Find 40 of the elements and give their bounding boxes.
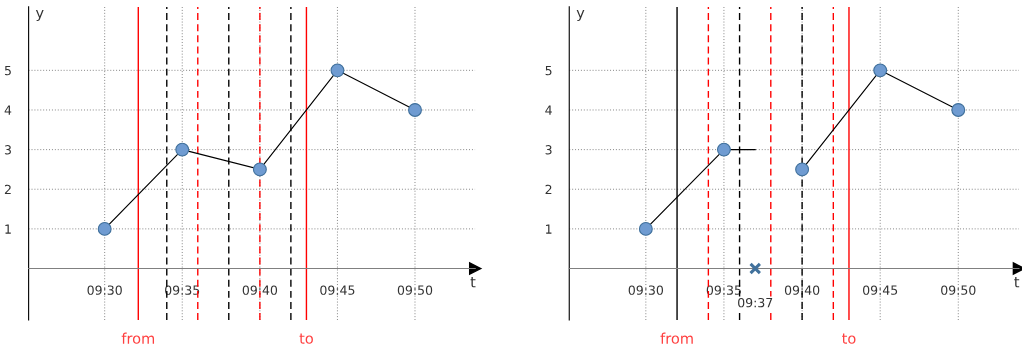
point <box>175 142 190 157</box>
point <box>638 221 653 236</box>
point <box>716 142 731 157</box>
x-tick-label: 09:45 <box>863 285 898 295</box>
y-axis-title: y <box>576 10 585 22</box>
ref-line-label: to <box>842 333 856 344</box>
point <box>97 221 112 236</box>
x-tick-label: 09:40 <box>784 285 820 295</box>
ref-line-label: from <box>121 332 155 344</box>
y-tick-label: 1 <box>5 224 11 234</box>
point <box>873 63 888 78</box>
x-tick-label: 09:50 <box>397 285 433 295</box>
x-tick-label: 09:35 <box>165 285 200 295</box>
point <box>795 162 810 177</box>
ref-line-label: to <box>299 333 313 344</box>
x-tick-label: 09:30 <box>628 285 664 295</box>
y-tick-label: 5 <box>4 65 11 76</box>
y-tick-label: 4 <box>545 105 552 115</box>
y-tick-label: 3 <box>545 145 552 155</box>
x-tick-label: 09:50 <box>941 285 976 295</box>
ref-line-label: from <box>660 332 693 344</box>
x-tick-label: 09:40 <box>242 285 278 295</box>
annotation: 09:37 <box>738 297 773 308</box>
x-axis-title: t <box>470 277 476 288</box>
y-axis-title: y <box>35 10 44 22</box>
point <box>408 103 422 117</box>
x-tick-label: 09:30 <box>87 285 122 295</box>
x-axis-title: t <box>1014 277 1020 288</box>
point <box>252 162 267 177</box>
x-tick-label: 09:35 <box>706 285 741 295</box>
y-tick-label: 3 <box>4 145 11 155</box>
point <box>330 63 345 78</box>
point <box>749 262 762 275</box>
point <box>951 103 966 117</box>
y-tick-label: 2 <box>545 184 552 194</box>
y-tick-label: 4 <box>4 105 12 115</box>
x-tick-label: 09:45 <box>320 285 355 295</box>
y-tick-label: 2 <box>4 184 11 194</box>
y-tick-label: 1 <box>546 224 552 234</box>
y-tick-label: 5 <box>545 65 552 76</box>
